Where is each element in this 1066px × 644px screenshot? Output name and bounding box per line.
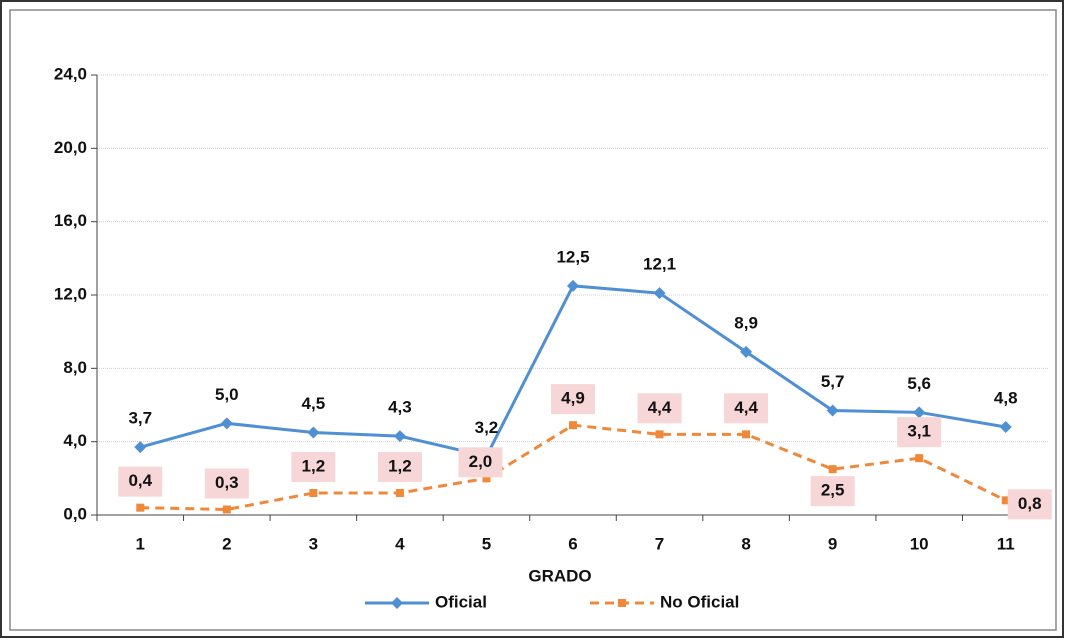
- data-label: 0,3: [215, 473, 239, 492]
- x-tick-label: 5: [482, 534, 491, 553]
- data-label: 4,8: [994, 388, 1018, 407]
- data-label: 12,5: [556, 247, 589, 266]
- y-tick-label: 24,0: [54, 64, 87, 83]
- marker: [569, 421, 577, 430]
- x-tick-label: 9: [828, 534, 837, 553]
- y-tick-label: 16,0: [54, 211, 87, 230]
- x-tick-label: 8: [741, 534, 750, 553]
- label-bg: [810, 476, 855, 507]
- data-label: 4,4: [648, 398, 672, 417]
- marker: [307, 426, 320, 439]
- data-label: 1,2: [388, 456, 412, 475]
- x-tick-label: 3: [309, 534, 318, 553]
- x-tick-label: 2: [222, 534, 231, 553]
- marker: [134, 441, 147, 454]
- marker: [136, 503, 145, 512]
- marker: [740, 345, 753, 358]
- data-label: 3,7: [128, 409, 152, 428]
- marker: [742, 430, 751, 439]
- marker: [222, 505, 231, 514]
- data-label: 2,0: [469, 452, 493, 471]
- data-label: 8,9: [734, 313, 758, 332]
- marker: [567, 279, 579, 292]
- label-bg: [897, 417, 942, 448]
- marker: [828, 465, 837, 474]
- marker: [482, 474, 491, 483]
- y-tick-label: 8,0: [63, 358, 87, 377]
- marker: [999, 421, 1012, 433]
- marker: [655, 430, 664, 439]
- data-label: 4,3: [388, 398, 412, 417]
- label-bg: [724, 393, 769, 424]
- marker: [618, 599, 626, 607]
- marker: [653, 287, 666, 300]
- x-tick-label: 10: [910, 534, 929, 553]
- marker: [826, 404, 839, 417]
- data-label: 1,2: [302, 456, 326, 475]
- y-tick-label: 12,0: [54, 284, 87, 303]
- legend-label: Oficial: [435, 592, 487, 611]
- y-tick-label: 4,0: [63, 431, 87, 450]
- legend-label: No Oficial: [660, 592, 739, 611]
- marker: [309, 489, 318, 497]
- marker: [913, 406, 926, 419]
- data-label: 4,9: [561, 389, 585, 408]
- x-axis-label: GRADO: [528, 566, 591, 585]
- data-label: 5,7: [821, 372, 845, 391]
- data-label: 2,5: [821, 481, 845, 500]
- data-label: 5,0: [215, 385, 239, 404]
- label-bg: [637, 393, 682, 424]
- y-tick-label: 20,0: [54, 138, 87, 157]
- marker: [220, 417, 233, 430]
- label-bg: [291, 452, 336, 482]
- x-tick-label: 1: [136, 534, 145, 553]
- data-label: 5,6: [907, 374, 931, 393]
- x-tick-label: 4: [395, 534, 405, 553]
- label-bg: [458, 447, 503, 478]
- x-tick-label: 7: [655, 534, 664, 553]
- data-label: 3,2: [475, 418, 499, 437]
- label-bg: [377, 452, 422, 482]
- data-label: 4,5: [302, 394, 326, 413]
- marker: [393, 430, 406, 443]
- x-tick-label: 11: [997, 534, 1015, 553]
- data-label: 12,1: [643, 255, 676, 274]
- data-label: 3,1: [907, 422, 931, 441]
- label-bg: [1007, 489, 1052, 520]
- data-label: 4,4: [734, 398, 758, 417]
- y-tick-label: 0,0: [63, 504, 87, 523]
- label-bg: [118, 466, 163, 497]
- label-bg: [204, 468, 249, 499]
- marker: [915, 454, 924, 463]
- inner-frame: [9, 9, 1057, 631]
- x-tick-label: 6: [568, 534, 577, 553]
- marker: [1001, 496, 1010, 505]
- label-bg: [551, 384, 595, 415]
- data-label: 0,8: [1018, 494, 1042, 513]
- data-label: 0,4: [128, 471, 152, 490]
- marker: [395, 489, 404, 497]
- marker: [391, 597, 403, 609]
